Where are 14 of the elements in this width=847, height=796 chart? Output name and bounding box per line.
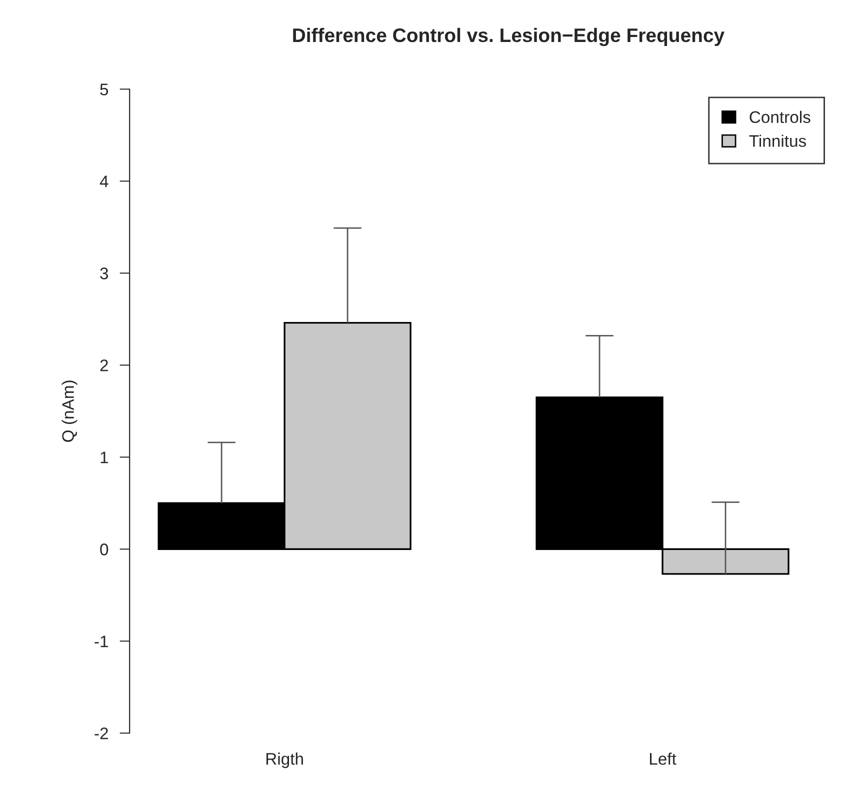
legend-label: Controls (750, 110, 810, 124)
y-tick-label: 5 (100, 84, 108, 96)
legend-label: Tinnitus (749, 134, 806, 147)
y-axis-title: Q (nAm) (62, 380, 78, 442)
y-tick-label: 0 (100, 544, 108, 556)
chart-title: Difference Control vs. Lesion−Edge Frequency (293, 28, 724, 46)
y-tick-label: 2 (100, 360, 108, 372)
y-tick-label: 3 (100, 268, 108, 280)
y-tick-label: -1 (94, 636, 108, 648)
x-tick-label: Rigth (266, 752, 303, 768)
x-tick-label: Left (650, 752, 676, 765)
y-tick-label: 4 (100, 176, 108, 188)
y-tick-label: -2 (94, 728, 108, 740)
y-tick-label: 1 (100, 452, 108, 464)
